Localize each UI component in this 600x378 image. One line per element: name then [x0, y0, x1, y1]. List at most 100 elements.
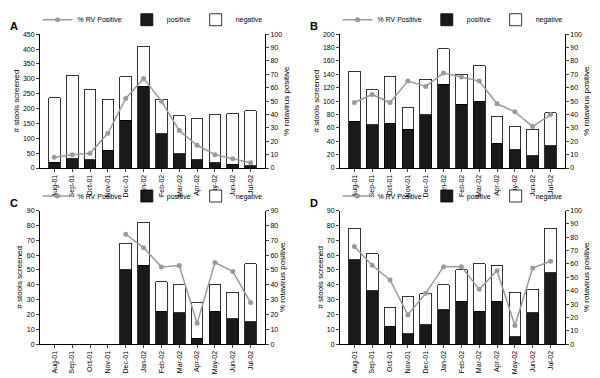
svg-text:40: 40 [270, 281, 278, 288]
svg-text:40: 40 [327, 138, 335, 145]
svg-text:90: 90 [270, 207, 278, 214]
svg-text:Sep-01: Sep-01 [368, 351, 376, 374]
svg-text:% rotavirus positive: % rotavirus positive [582, 66, 591, 136]
svg-text:100: 100 [570, 207, 582, 214]
svg-text:Feb-02: Feb-02 [458, 351, 465, 373]
svg-text:20: 20 [270, 138, 278, 145]
svg-text:positive: positive [167, 193, 191, 201]
svg-text:positive: positive [467, 16, 491, 24]
svg-text:40: 40 [27, 281, 35, 288]
svg-text:30: 30 [27, 296, 35, 303]
svg-text:10: 10 [327, 326, 335, 333]
svg-text:30: 30 [270, 124, 278, 131]
svg-text:A: A [10, 20, 18, 32]
svg-text:Apr-02: Apr-02 [493, 175, 501, 196]
svg-text:Dec-01: Dec-01 [122, 175, 129, 198]
svg-text:Dec-01: Dec-01 [122, 351, 129, 374]
svg-text:Sep-01: Sep-01 [68, 351, 76, 374]
svg-text:% RV Positive: % RV Positive [78, 193, 122, 200]
svg-text:% rotavirus positive: % rotavirus positive [282, 66, 291, 136]
svg-text:10: 10 [270, 151, 278, 158]
svg-text:90: 90 [270, 44, 278, 51]
svg-text:20: 20 [27, 311, 35, 318]
svg-text:60: 60 [327, 124, 335, 131]
svg-text:40: 40 [270, 111, 278, 118]
svg-text:450: 450 [23, 31, 35, 38]
svg-text:50: 50 [27, 266, 35, 273]
svg-text:40: 40 [327, 281, 335, 288]
svg-text:350: 350 [23, 60, 35, 67]
svg-text:50: 50 [327, 266, 335, 273]
svg-text:70: 70 [270, 237, 278, 244]
svg-text:# stools screened: # stools screened [12, 70, 21, 133]
svg-text:70: 70 [570, 71, 578, 78]
svg-text:Apr-02: Apr-02 [493, 351, 501, 372]
svg-text:C: C [10, 197, 18, 209]
svg-text:# stools screened: # stools screened [15, 246, 24, 309]
svg-text:% RV Positive: % RV Positive [78, 16, 122, 23]
svg-text:200: 200 [323, 31, 335, 38]
svg-text:# stools screened: # stools screened [312, 70, 321, 133]
svg-text:Nov-01: Nov-01 [404, 351, 411, 374]
svg-text:Jul-02: Jul-02 [547, 351, 554, 370]
svg-text:0: 0 [270, 164, 274, 171]
svg-text:60: 60 [270, 252, 278, 259]
svg-text:0: 0 [331, 164, 335, 171]
svg-text:40: 40 [570, 111, 578, 118]
svg-text:Sep-01: Sep-01 [68, 175, 76, 198]
svg-text:Mar-02: Mar-02 [475, 351, 482, 373]
svg-text:negative: negative [236, 193, 263, 201]
svg-text:400: 400 [23, 46, 35, 53]
svg-text:May-02: May-02 [511, 351, 519, 374]
svg-text:0: 0 [570, 341, 574, 348]
svg-text:160: 160 [323, 57, 335, 64]
svg-text:70: 70 [27, 237, 35, 244]
svg-text:50: 50 [27, 150, 35, 157]
svg-text:% RV Positive: % RV Positive [377, 16, 421, 23]
svg-text:250: 250 [23, 90, 35, 97]
svg-text:60: 60 [570, 260, 578, 267]
svg-text:0: 0 [31, 341, 35, 348]
svg-text:positive: positive [467, 193, 491, 201]
svg-text:80: 80 [570, 234, 578, 241]
svg-text:B: B [310, 20, 318, 32]
svg-text:Dec-01: Dec-01 [422, 351, 429, 374]
svg-text:negative: negative [236, 16, 263, 24]
svg-text:30: 30 [270, 296, 278, 303]
svg-text:80: 80 [570, 57, 578, 64]
svg-text:50: 50 [270, 266, 278, 273]
svg-text:150: 150 [23, 120, 35, 127]
svg-text:90: 90 [27, 207, 35, 214]
svg-text:Jul-02: Jul-02 [247, 175, 254, 194]
svg-text:Jul-02: Jul-02 [247, 351, 254, 370]
svg-text:% rotavirus positive: % rotavirus positive [278, 242, 287, 312]
svg-text:120: 120 [323, 84, 335, 91]
svg-text:10: 10 [570, 327, 578, 334]
svg-text:80: 80 [27, 222, 35, 229]
svg-text:50: 50 [570, 98, 578, 105]
svg-text:Feb-02: Feb-02 [458, 175, 465, 197]
svg-text:Apr-02: Apr-02 [193, 351, 201, 372]
svg-text:Apr-02: Apr-02 [193, 175, 201, 196]
svg-text:80: 80 [270, 57, 278, 64]
svg-text:0: 0 [270, 341, 274, 348]
svg-text:20: 20 [270, 311, 278, 318]
svg-text:140: 140 [323, 71, 335, 78]
svg-text:50: 50 [270, 98, 278, 105]
svg-text:90: 90 [570, 220, 578, 227]
svg-text:70: 70 [270, 71, 278, 78]
svg-text:D: D [310, 197, 318, 209]
svg-text:300: 300 [23, 75, 35, 82]
svg-text:May-02: May-02 [211, 351, 219, 374]
svg-text:60: 60 [327, 252, 335, 259]
svg-text:100: 100 [570, 31, 582, 38]
svg-text:Mar-02: Mar-02 [176, 351, 183, 373]
svg-text:70: 70 [570, 247, 578, 254]
svg-text:Jan-02: Jan-02 [140, 351, 147, 373]
svg-text:20: 20 [570, 138, 578, 145]
svg-text:Jul-02: Jul-02 [547, 175, 554, 194]
svg-text:80: 80 [327, 111, 335, 118]
svg-text:20: 20 [327, 151, 335, 158]
svg-text:10: 10 [570, 151, 578, 158]
svg-text:60: 60 [270, 84, 278, 91]
